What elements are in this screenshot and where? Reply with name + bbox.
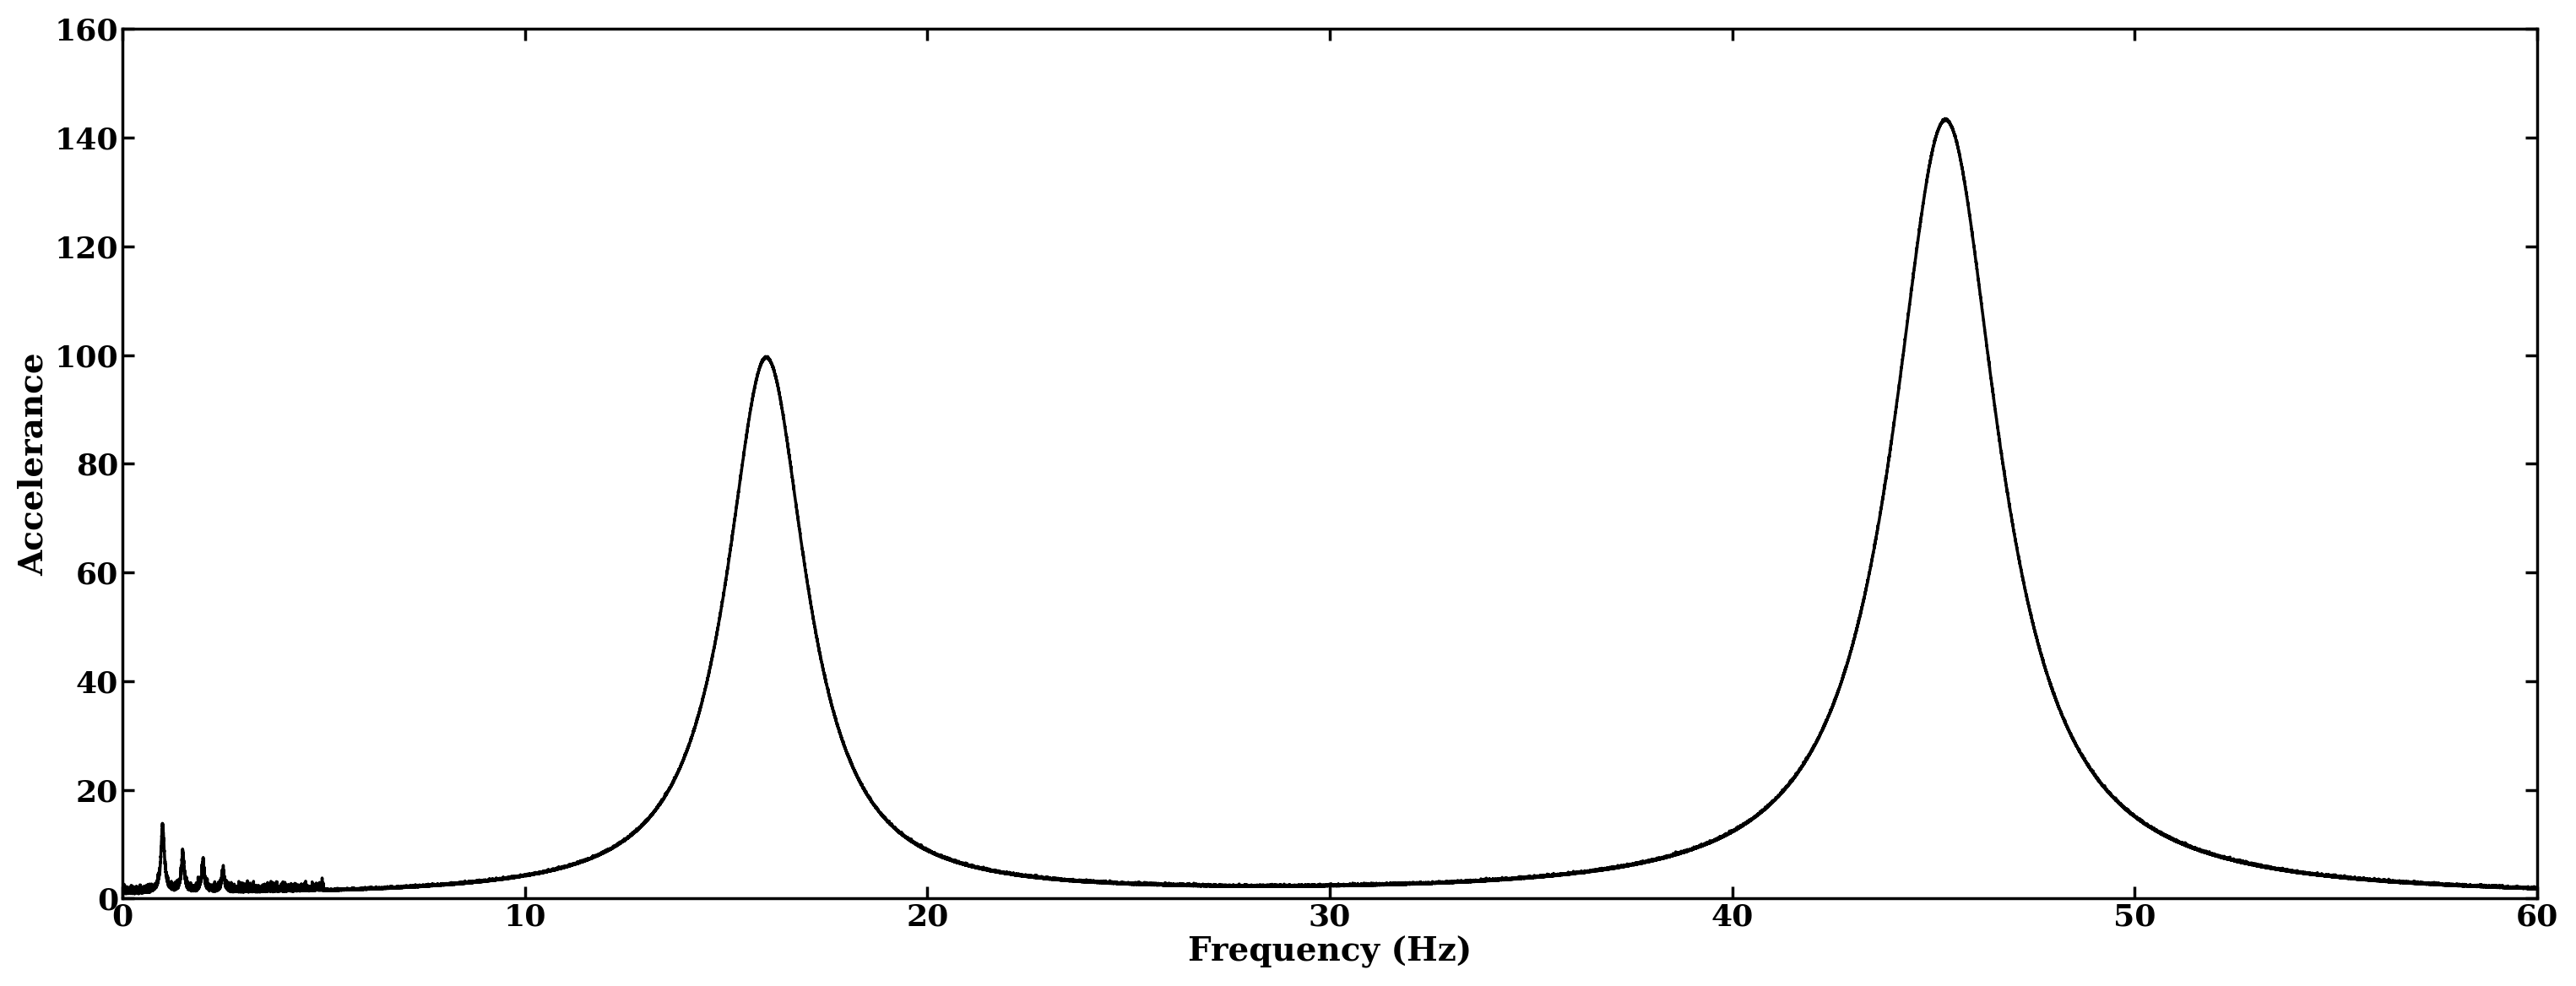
X-axis label: Frequency (Hz): Frequency (Hz) [1188, 936, 1471, 968]
Y-axis label: Accelerance: Accelerance [18, 352, 49, 576]
